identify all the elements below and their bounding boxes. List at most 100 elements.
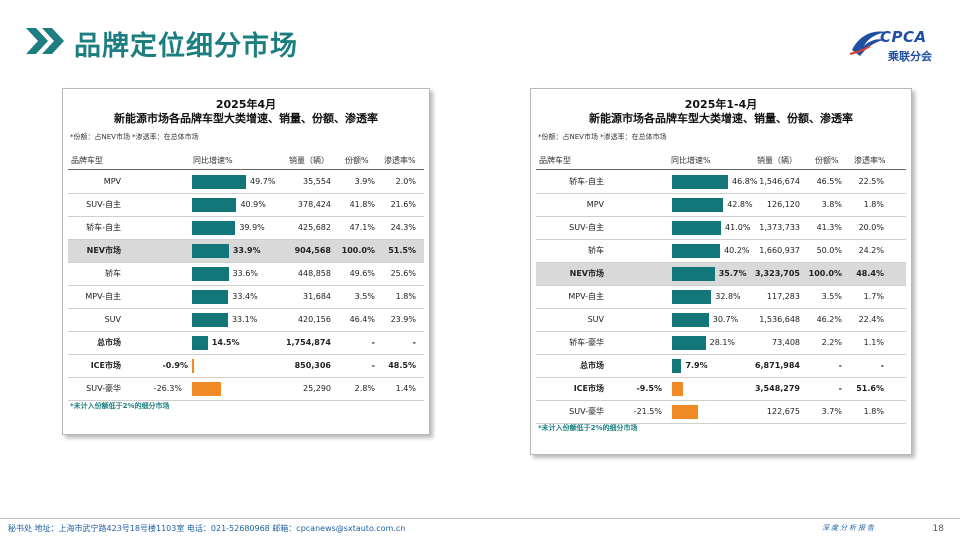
segment-name: ICE市场 bbox=[573, 384, 604, 393]
table-row: 总市场 7.9% 6,871,984 - - bbox=[536, 355, 906, 378]
growth-label: 33.1% bbox=[231, 315, 258, 324]
table-row: SUV-自主 41.0% 1,373,733 41.3% 20.0% bbox=[536, 217, 906, 240]
segment-name: SUV-自主 bbox=[569, 223, 604, 232]
table-row: NEV市场 35.7% 3,323,705 100.0% 48.4% bbox=[536, 263, 906, 286]
sales-value: 1,373,733 bbox=[759, 223, 800, 232]
sales-value: 31,684 bbox=[303, 292, 331, 301]
growth-bar bbox=[672, 267, 715, 281]
segment-name: 轿车-豪华 bbox=[569, 338, 604, 347]
penetration-value: - bbox=[880, 361, 884, 370]
growth-label: 46.8% bbox=[732, 177, 758, 186]
segment-name: 轿车-自主 bbox=[86, 223, 121, 232]
header-penetration: 渗透率% bbox=[384, 156, 416, 165]
growth-label: 40.9% bbox=[240, 200, 266, 209]
panel-period: 2025年1-4月 bbox=[684, 98, 758, 111]
sales-value: 126,120 bbox=[766, 200, 800, 209]
segment-name: MPV bbox=[103, 177, 121, 186]
share-value: 100.0% bbox=[341, 246, 375, 255]
panel-footnote: *未计入份额低于2%的细分市场 bbox=[538, 424, 638, 432]
sales-value: 117,283 bbox=[766, 292, 800, 301]
share-value: 46.2% bbox=[816, 315, 842, 324]
cpca-logo: CPCA 乘联分会 bbox=[848, 22, 940, 68]
segment-name: SUV bbox=[587, 315, 604, 324]
header-sales: 销量（辆） bbox=[757, 156, 797, 165]
segment-name: ICE市场 bbox=[90, 361, 121, 370]
table-row: 轿车-自主 46.8% 1,546,674 46.5% 22.5% bbox=[536, 171, 906, 194]
table-row: 轿车-自主 39.9% 425,682 47.1% 24.3% bbox=[68, 217, 424, 240]
share-value: 3.5% bbox=[821, 292, 842, 301]
growth-bar bbox=[672, 336, 706, 350]
growth-label: 30.7% bbox=[712, 315, 739, 324]
penetration-value: 22.4% bbox=[858, 315, 884, 324]
growth-label: 39.9% bbox=[239, 223, 265, 232]
sales-value: 425,682 bbox=[297, 223, 331, 232]
share-value: 41.8% bbox=[349, 200, 375, 209]
page-title: 品牌定位细分市场 bbox=[74, 31, 298, 62]
table-row: MPV-自主 32.8% 117,283 3.5% 1.7% bbox=[536, 286, 906, 309]
growth-bar bbox=[672, 221, 722, 235]
header-divider bbox=[68, 169, 424, 170]
table-row: MPV 49.7% 35,554 3.9% 2.0% bbox=[68, 171, 424, 194]
penetration-value: 21.6% bbox=[390, 200, 416, 209]
penetration-value: 51.5% bbox=[388, 246, 416, 255]
share-value: 46.5% bbox=[816, 177, 842, 186]
panel-period: 2025年4月 bbox=[215, 98, 277, 111]
penetration-value: 1.8% bbox=[395, 292, 416, 301]
penetration-value: 1.4% bbox=[395, 384, 416, 393]
header-divider bbox=[536, 169, 906, 170]
growth-label: 33.6% bbox=[232, 269, 258, 278]
growth-bar bbox=[192, 267, 229, 281]
logo-text: CPCA bbox=[880, 28, 927, 46]
growth-label: 33.9% bbox=[232, 246, 261, 255]
table-row: SUV-自主 40.9% 378,424 41.8% 21.6% bbox=[68, 194, 424, 217]
penetration-value: 24.2% bbox=[858, 246, 884, 255]
segment-name: NEV市场 bbox=[569, 269, 604, 278]
table-row: MPV-自主 33.4% 31,684 3.5% 1.8% bbox=[68, 286, 424, 309]
penetration-value: 48.4% bbox=[856, 269, 884, 278]
growth-bar bbox=[192, 221, 236, 235]
share-value: 3.8% bbox=[821, 200, 842, 209]
panel-footnote: *未计入份额低于2%的细分市场 bbox=[70, 402, 170, 410]
share-value: - bbox=[371, 338, 375, 347]
sales-value: 3,548,279 bbox=[754, 384, 800, 393]
growth-label: 14.5% bbox=[211, 338, 240, 347]
growth-bar bbox=[192, 313, 228, 327]
sales-value: 35,554 bbox=[303, 177, 331, 186]
table-row: ICE市场 -0.9% 850,306 - 48.5% bbox=[68, 355, 424, 378]
table-row: SUV 33.1% 420,156 46.4% 23.9% bbox=[68, 309, 424, 332]
header-penetration: 渗透率% bbox=[854, 156, 886, 165]
growth-bar bbox=[672, 290, 712, 304]
sales-value: 1,536,648 bbox=[759, 315, 800, 324]
segment-name: SUV-自主 bbox=[86, 200, 121, 209]
table-row: 轿车-豪华 28.1% 73,408 2.2% 1.1% bbox=[536, 332, 906, 355]
segment-name: 总市场 bbox=[580, 361, 604, 370]
table-row: SUV 30.7% 1,536,648 46.2% 22.4% bbox=[536, 309, 906, 332]
penetration-value: 1.8% bbox=[863, 407, 884, 416]
growth-bar bbox=[672, 244, 721, 258]
footer-address: 秘书处 地址：上海市武宁路423号18号楼1103室 电话：021-526809… bbox=[8, 524, 406, 533]
sales-value: 3,323,705 bbox=[754, 269, 800, 278]
sales-value: 378,424 bbox=[297, 200, 331, 209]
sales-value: 25,290 bbox=[303, 384, 331, 393]
share-value: 3.5% bbox=[354, 292, 375, 301]
growth-bar bbox=[192, 359, 194, 373]
penetration-value: 51.6% bbox=[856, 384, 884, 393]
growth-label: 28.1% bbox=[709, 338, 736, 347]
segment-name: MPV-自主 bbox=[568, 292, 604, 301]
share-value: 49.6% bbox=[349, 269, 375, 278]
share-value: - bbox=[838, 361, 842, 370]
header-growth: 同比增速% bbox=[671, 156, 711, 165]
sales-value: 904,568 bbox=[294, 246, 331, 255]
footer-slogan: 深度分析报告 bbox=[822, 524, 876, 532]
growth-label: -21.5% bbox=[633, 407, 662, 416]
growth-bar bbox=[672, 382, 684, 396]
table-row: 轿车 33.6% 448,858 49.6% 25.6% bbox=[68, 263, 424, 286]
left-panel: 2025年4月 新能源市场各品牌车型大类增速、销量、份额、渗透率 *份额：占NE… bbox=[62, 88, 430, 435]
share-value: 100.0% bbox=[808, 269, 842, 278]
segment-name: SUV bbox=[104, 315, 121, 324]
growth-bar bbox=[672, 175, 728, 189]
share-value: 2.2% bbox=[821, 338, 842, 347]
growth-bar bbox=[192, 290, 229, 304]
growth-bar bbox=[192, 198, 237, 212]
growth-bar bbox=[192, 382, 221, 396]
